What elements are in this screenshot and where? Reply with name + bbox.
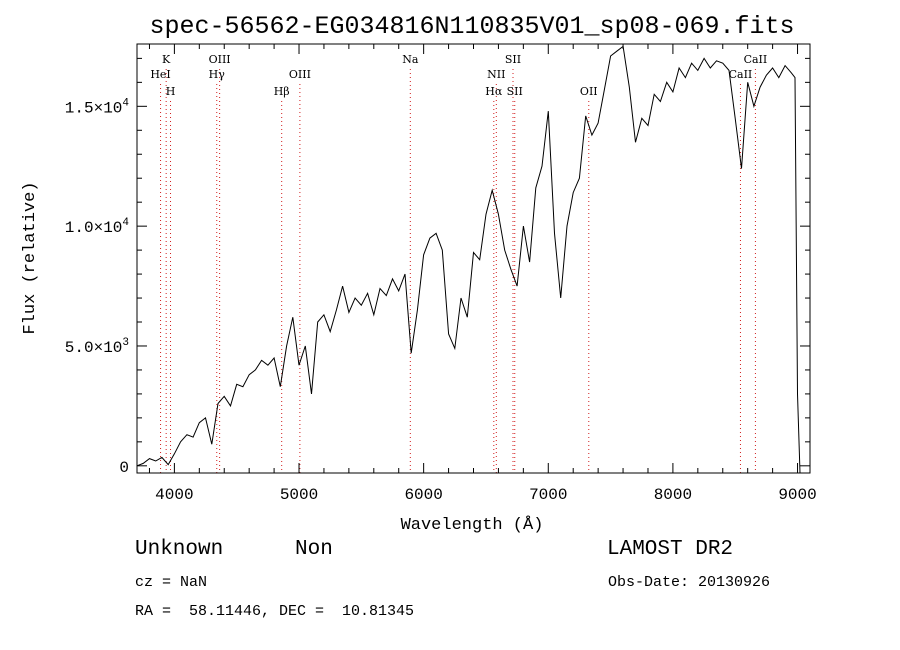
spectrum-line xyxy=(136,45,801,474)
x-tick-label: 7000 xyxy=(529,486,567,504)
line-label-na: Na xyxy=(402,53,419,66)
line-label-nii: NII xyxy=(487,68,505,81)
chart-title: spec-56562-EG034816N110835V01_sp08-069.f… xyxy=(149,12,794,41)
line-label-oiii: OIII xyxy=(209,53,231,66)
coordinates: RA = 58.11446, DEC = 10.81345 xyxy=(135,603,415,620)
plot-frame xyxy=(136,43,811,474)
line-label-sii: SII xyxy=(507,85,523,98)
x-tick-label: 6000 xyxy=(404,486,442,504)
spectral-subclass: Non xyxy=(295,538,333,561)
y-tick-label: 1.5×104 xyxy=(65,97,130,117)
x-tick-label: 5000 xyxy=(280,486,318,504)
y-tick-label: 1.0×104 xyxy=(65,217,130,237)
line-label-hα: Hα xyxy=(485,85,503,98)
redshift-value: cz = NaN xyxy=(135,574,208,591)
x-tick-label: 4000 xyxy=(155,486,193,504)
line-label-hei: HeI xyxy=(150,68,170,81)
line-label-k: K xyxy=(162,53,171,66)
x-tick-label: 8000 xyxy=(654,486,692,504)
line-label-oiii: OIII xyxy=(289,68,311,81)
line-label-hβ: Hβ xyxy=(274,85,290,98)
line-label-sii: SII xyxy=(505,53,521,66)
y-axis-label: Flux (relative) xyxy=(21,181,40,334)
y-axis-ticks: 0 5.0×103 1.0×104 1.5×104 xyxy=(65,57,810,477)
observation-date: Obs-Date: 20130926 xyxy=(608,574,771,591)
line-label-h: H xyxy=(166,85,176,98)
line-label-oii: OII xyxy=(580,85,598,98)
y-tick-label: 5.0×103 xyxy=(65,337,129,357)
y-tick-label: 0 xyxy=(119,459,129,477)
x-axis-label: Wavelength (Å) xyxy=(401,516,544,535)
x-axis-ticks: 4000 5000 6000 7000 8000 9000 xyxy=(148,44,817,504)
line-label-caii: CaII xyxy=(729,68,753,81)
spectral-class: Unknown xyxy=(135,538,224,561)
survey-name: LAMOST DR2 xyxy=(607,538,734,561)
x-tick-label: 9000 xyxy=(778,486,816,504)
line-label-caii: CaII xyxy=(744,53,768,66)
line-label-hγ: Hγ xyxy=(209,68,226,81)
